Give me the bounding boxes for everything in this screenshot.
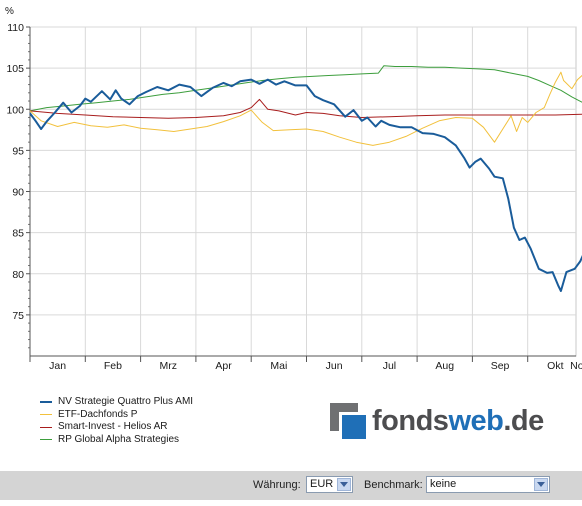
legend-label: ETF-Dachfonds P [58, 408, 138, 420]
chevron-down-icon [537, 482, 545, 487]
series-line-1 [29, 78, 582, 292]
x-tick-label: Jan [49, 360, 66, 372]
currency-select[interactable]: EUR [306, 476, 353, 493]
fondsweb-logo-text: fondsweb.de [372, 404, 544, 437]
benchmark-select-value: keine [430, 478, 457, 490]
legend-item: RP Global Alpha Strategies [40, 434, 193, 447]
x-tick-label: Jun [326, 360, 343, 372]
legend-swatch [40, 426, 52, 428]
y-tick-label: 110 [7, 22, 24, 34]
fondsweb-logo: fondsweb.de [330, 403, 544, 439]
currency-select-value: EUR [310, 478, 334, 490]
x-tick-label: Feb [104, 360, 122, 372]
legend-label: RP Global Alpha Strategies [58, 433, 180, 445]
y-axis-unit-label: % [5, 6, 14, 17]
benchmark-label: Benchmark: [364, 479, 423, 491]
series-line-4 [29, 65, 582, 112]
x-tick-label: Mrz [160, 360, 178, 372]
x-tick-label: Apr [215, 360, 232, 372]
fondsweb-logo-icon [330, 403, 366, 439]
legend-label: NV Strategie Quattro Plus AMI [58, 396, 194, 407]
legend-swatch [40, 414, 52, 416]
currency-label: Währung: [253, 479, 301, 491]
y-tick-label: 80 [12, 269, 24, 281]
legend-item: NV Strategie Quattro Plus AMI [40, 396, 193, 409]
y-tick-label: 100 [6, 104, 24, 116]
legend-label: Smart-Invest - Helios AR [58, 421, 168, 432]
x-tick-label: Mai [270, 360, 287, 372]
benchmark-select[interactable]: keine [426, 476, 550, 493]
x-tick-label: Okt [547, 360, 563, 372]
x-tick-label: Nov [570, 360, 582, 372]
x-tick-label: Jul [383, 360, 396, 372]
performance-chart: 75 80 85 90 95 100 105 110 Jan Feb Mrz Apr Mai Jun Ju… [5, 6, 582, 372]
chart-legend: NV Strategie Quattro Plus AMI ETF-Dachfon… [40, 396, 193, 446]
currency-dropdown-button[interactable] [337, 478, 351, 491]
y-tick-label: 90 [12, 187, 24, 199]
y-tick-label: 105 [6, 63, 24, 75]
legend-swatch [40, 439, 52, 441]
y-tick-label: 85 [12, 228, 24, 240]
x-tick-label: Sep [491, 360, 510, 372]
y-tick-label: 95 [12, 145, 24, 157]
x-tick-label: Aug [435, 360, 454, 372]
chart-options-toolbar: Währung: EUR Benchmark: keine [0, 471, 582, 500]
y-tick-label: 75 [12, 310, 24, 322]
series-line-3 [29, 98, 582, 119]
legend-item: Smart-Invest - Helios AR [40, 421, 193, 434]
legend-swatch [40, 401, 52, 404]
legend-item: ETF-Dachfonds P [40, 409, 193, 422]
benchmark-dropdown-button[interactable] [534, 478, 548, 491]
series-line-2 [29, 71, 582, 146]
chevron-down-icon [340, 482, 348, 487]
